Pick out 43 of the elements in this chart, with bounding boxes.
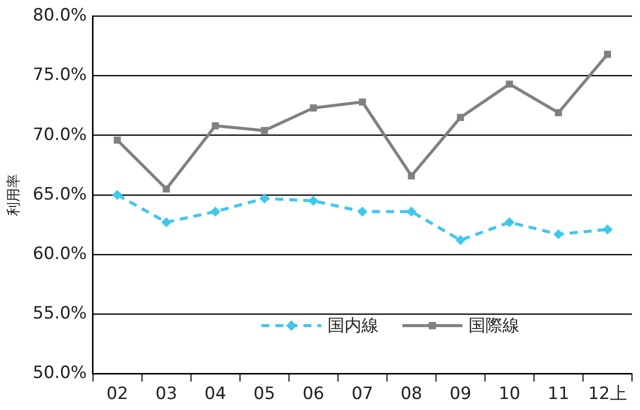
y-tick-label: 65.0% <box>32 184 87 204</box>
point <box>162 185 170 192</box>
x-tick-label: 03 <box>156 384 178 404</box>
point <box>506 80 513 88</box>
point <box>161 217 172 228</box>
x-tick-label: 07 <box>352 384 374 404</box>
point <box>553 229 564 240</box>
y-tick-label: 80.0% <box>32 6 87 26</box>
x-tick-label: 02 <box>106 384 128 404</box>
x-tick-label: 08 <box>400 384 422 404</box>
point <box>408 172 415 180</box>
point <box>554 109 562 116</box>
point <box>310 104 317 112</box>
point <box>308 196 318 206</box>
point <box>212 122 219 130</box>
y-tick-label: 75.0% <box>32 65 87 86</box>
x-tick-label: 04 <box>204 384 226 404</box>
point <box>406 206 416 217</box>
point <box>112 190 122 200</box>
point <box>357 206 368 217</box>
legend-label: 国内線 <box>327 316 378 336</box>
point <box>114 136 121 144</box>
point <box>358 98 366 106</box>
point <box>504 217 514 228</box>
y-axis-title: 利用率 <box>6 174 22 216</box>
x-tick-label: 12上 <box>588 384 627 404</box>
x-tick-label: 05 <box>254 384 276 404</box>
x-tick-label: 09 <box>450 384 472 404</box>
point <box>455 235 466 246</box>
x-tick-label: 10 <box>498 384 520 404</box>
point <box>602 224 612 234</box>
y-tick-label: 50.0% <box>32 363 87 384</box>
point <box>210 206 220 217</box>
point <box>259 193 270 204</box>
point <box>604 50 612 58</box>
x-tick-label: 11 <box>548 384 570 404</box>
legend-label: 国際線 <box>468 316 520 336</box>
y-tick-label: 70.0% <box>32 124 87 145</box>
y-tick-label: 55.0% <box>32 303 87 324</box>
x-tick-label: 06 <box>302 384 324 404</box>
point <box>456 114 464 121</box>
y-tick-label: 60.0% <box>32 244 87 264</box>
point <box>260 127 268 134</box>
